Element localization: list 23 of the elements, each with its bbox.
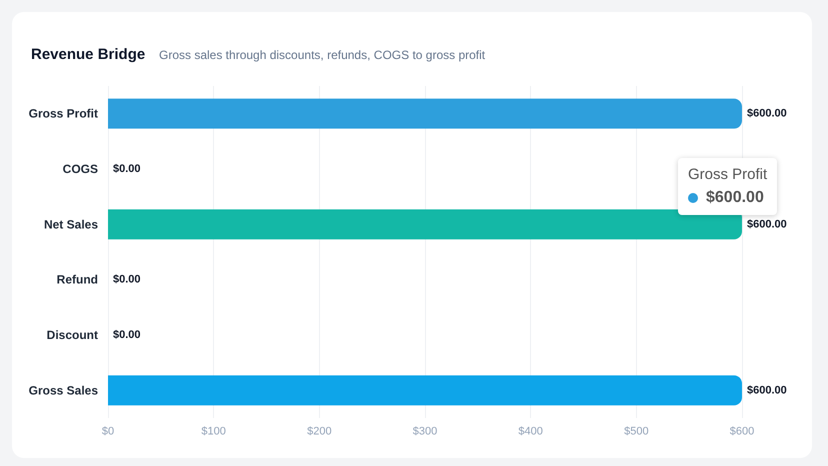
y-tick-label: Gross Sales xyxy=(28,383,98,398)
x-tick-label: $500 xyxy=(624,426,649,438)
data-label: $600.00 xyxy=(747,218,787,230)
data-label: $0.00 xyxy=(113,163,141,175)
x-tick-label: $300 xyxy=(412,426,438,438)
x-tick-label: $600 xyxy=(730,426,754,438)
data-label: $600.00 xyxy=(747,384,787,396)
y-tick-label: Refund xyxy=(56,272,98,287)
x-tick-label: $100 xyxy=(201,426,226,438)
data-label: $0.00 xyxy=(113,329,141,341)
chart-subtitle: Gross sales through discounts, refunds, COGS to gross profit xyxy=(159,48,486,62)
x-tick-label: $400 xyxy=(518,426,543,438)
data-label: $600.00 xyxy=(747,108,787,120)
y-tick-label: Net Sales xyxy=(44,217,98,232)
chart-title: Revenue Bridge xyxy=(31,46,146,63)
data-label: $0.00 xyxy=(113,274,141,286)
x-tick-label: $0 xyxy=(102,426,114,438)
x-tick-label: $200 xyxy=(307,426,332,438)
y-tick-label: Discount xyxy=(46,328,98,342)
y-tick-label: Gross Profit xyxy=(28,106,98,121)
annotation: $600.00 xyxy=(706,189,764,207)
annotation: Gross Profit xyxy=(688,166,768,183)
y-tick-label: COGS xyxy=(62,162,98,176)
